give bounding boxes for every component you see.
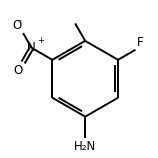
Text: N: N bbox=[27, 41, 36, 54]
Text: F: F bbox=[137, 36, 143, 49]
Text: +: + bbox=[37, 36, 44, 45]
Text: O: O bbox=[13, 64, 22, 77]
Text: O: O bbox=[12, 19, 21, 32]
Text: H₂N: H₂N bbox=[74, 140, 96, 153]
Text: ⁻: ⁻ bbox=[16, 18, 21, 28]
